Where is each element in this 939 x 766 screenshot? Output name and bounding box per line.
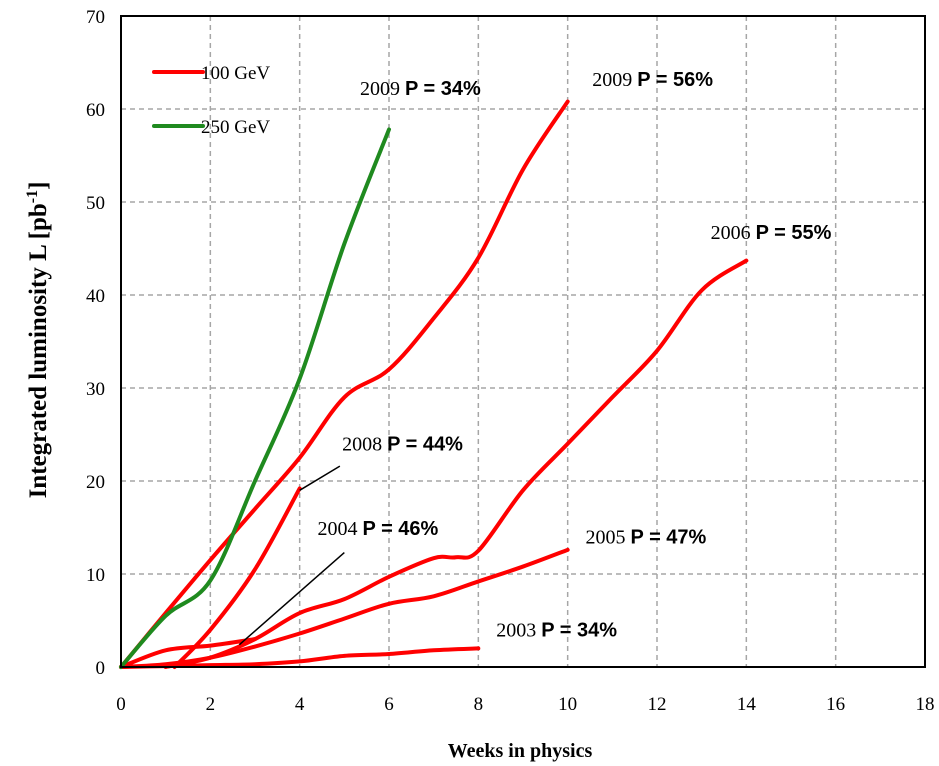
y-axis-label: Integrated luminosity L [pb-1] (24, 182, 52, 499)
annotation-year: 2006 (711, 222, 756, 244)
annotation-year: 2003 (496, 619, 541, 641)
annotation-a2009_100: 2009 P = 56% (592, 69, 713, 91)
annotation-polarization: P = 47% (631, 526, 707, 548)
series-line-s2005 (119, 547, 570, 669)
x-tick-label: 0 (116, 694, 126, 715)
y-tick-label: 10 (86, 565, 105, 586)
y-tick-label: 60 (86, 100, 105, 121)
annotations: 2009 P = 34% 2009 P = 56%2006 P = 55%2008… (318, 69, 832, 642)
leader-2004 (238, 552, 345, 646)
annotation-a2005: 2005 P = 47% (586, 526, 707, 548)
annotation-year: 2005 (586, 526, 631, 548)
legend-label-100gev: 100 GeV (201, 63, 270, 84)
leader-2008 (299, 465, 341, 491)
annotation-year: 2009 (360, 78, 405, 100)
x-tick-label: 4 (295, 694, 305, 715)
legend: 100 GeV 250 GeV (152, 63, 270, 138)
grid (121, 16, 925, 667)
x-tick-labels: 0 2 4 6 8 10 12 14 16 18 (116, 694, 934, 715)
annotation-a2003: 2003 P = 34% (496, 619, 617, 641)
x-tick-label: 16 (826, 694, 845, 715)
annotation-year: 2004 (318, 518, 363, 540)
plot-frame (120, 15, 926, 668)
series-line-s2004 (119, 637, 257, 669)
legend-label-250gev: 250 GeV (201, 117, 270, 138)
y-tick-label: 20 (86, 472, 105, 493)
series-line-s2008 (172, 486, 302, 669)
y-tick-label: 30 (86, 379, 105, 400)
y-tick-label: 40 (86, 286, 105, 307)
annotation-polarization: P = 34% (541, 619, 617, 641)
y-tick-label: 70 (86, 7, 105, 28)
x-tick-label: 6 (384, 694, 394, 715)
x-tick-label: 12 (648, 694, 667, 715)
annotation-a2004: 2004 P = 46% (318, 518, 439, 540)
leader-lines (238, 465, 345, 646)
series-line-s2006 (163, 258, 749, 669)
y-tick-label: 0 (96, 658, 106, 679)
annotation-polarization: P = 34% (405, 78, 481, 100)
annotation-a2009_250: 2009 P = 34% (360, 78, 481, 100)
y-tick-label: 50 (86, 193, 105, 214)
annotation-polarization: P = 44% (387, 433, 463, 455)
annotation-year: 2008 (342, 433, 387, 455)
series-line-s2009_250 (119, 127, 391, 669)
annotation-a2006: 2006 P = 55% (711, 222, 832, 244)
y-axis-label-superscript: -1 (24, 190, 41, 203)
y-axis-label-end: ] (25, 182, 52, 190)
annotation-polarization: P = 56% (637, 69, 713, 91)
annotation-polarization: P = 46% (363, 518, 439, 540)
annotation-a2008: 2008 P = 44% (342, 433, 463, 455)
x-tick-label: 8 (474, 694, 484, 715)
series-line-s2009_100 (119, 99, 570, 669)
x-tick-label: 10 (558, 694, 577, 715)
series-lines (119, 99, 749, 669)
x-tick-label: 2 (206, 694, 216, 715)
x-axis-label: Weeks in physics (448, 740, 593, 762)
y-tick-labels: 0 10 20 30 40 50 60 70 (86, 7, 105, 679)
y-axis-label-main: Integrated luminosity L [pb (25, 203, 52, 498)
annotation-polarization: P = 55% (756, 222, 832, 244)
annotation-year: 2009 (592, 69, 637, 91)
x-tick-label: 18 (916, 694, 935, 715)
x-tick-label: 14 (737, 694, 757, 715)
